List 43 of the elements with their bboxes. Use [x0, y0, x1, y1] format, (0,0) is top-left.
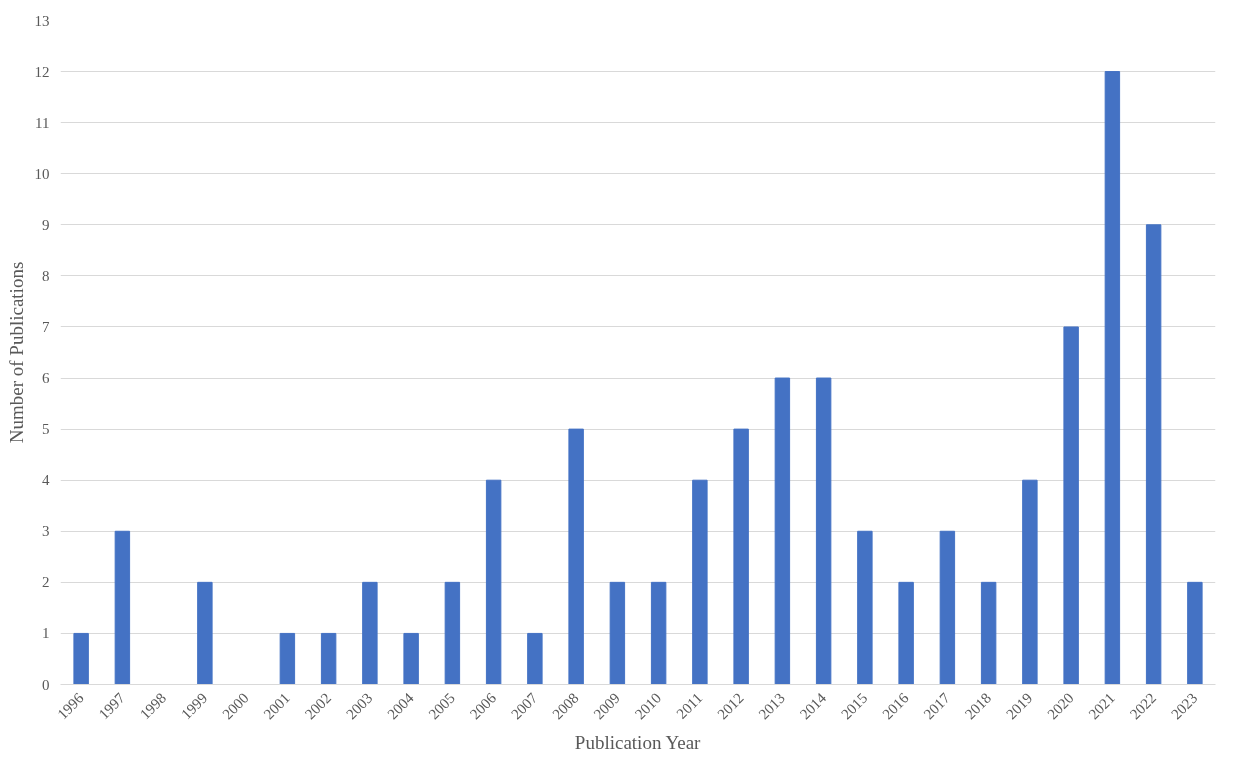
bar	[444, 581, 461, 685]
bar	[609, 581, 626, 685]
bar	[1063, 326, 1079, 685]
bar	[1104, 71, 1121, 685]
y-tick-label: 6	[42, 370, 50, 387]
bar	[898, 581, 914, 685]
bar	[568, 428, 584, 685]
bar	[774, 377, 791, 685]
y-tick-label: 2	[42, 574, 50, 591]
bar	[1145, 224, 1162, 685]
y-axis-title: Number of Publications	[5, 261, 27, 444]
y-tick-label: 10	[34, 165, 50, 182]
y-tick-label: 11	[35, 114, 50, 131]
bar	[73, 632, 89, 685]
y-tick-label: 9	[42, 216, 50, 233]
x-tick-label: 2011	[673, 689, 706, 722]
bar	[320, 632, 337, 685]
bar	[114, 530, 131, 685]
bar	[733, 428, 749, 685]
bar	[815, 377, 832, 685]
y-tick-label: 7	[42, 318, 50, 335]
y-tick-label: 12	[34, 63, 50, 80]
y-tick-label: 8	[42, 267, 50, 284]
y-tick-label: 5	[42, 421, 50, 438]
bar	[857, 530, 873, 685]
bar	[1187, 581, 1203, 685]
bar	[485, 479, 502, 685]
bar	[650, 581, 667, 685]
bar	[362, 581, 378, 685]
y-tick-label: 1	[42, 625, 50, 642]
y-tick-label: 0	[42, 676, 50, 693]
bar	[279, 632, 296, 685]
x-axis-title: Publication Year	[574, 731, 702, 753]
bar	[527, 632, 543, 685]
y-tick-label: 4	[42, 472, 50, 489]
bar	[403, 632, 419, 685]
bar	[1022, 479, 1038, 685]
bar	[692, 479, 708, 685]
bar	[197, 581, 213, 685]
bar	[980, 581, 997, 685]
y-tick-label: 3	[42, 523, 50, 540]
bar	[939, 530, 956, 685]
y-tick-label: 13	[34, 12, 50, 29]
